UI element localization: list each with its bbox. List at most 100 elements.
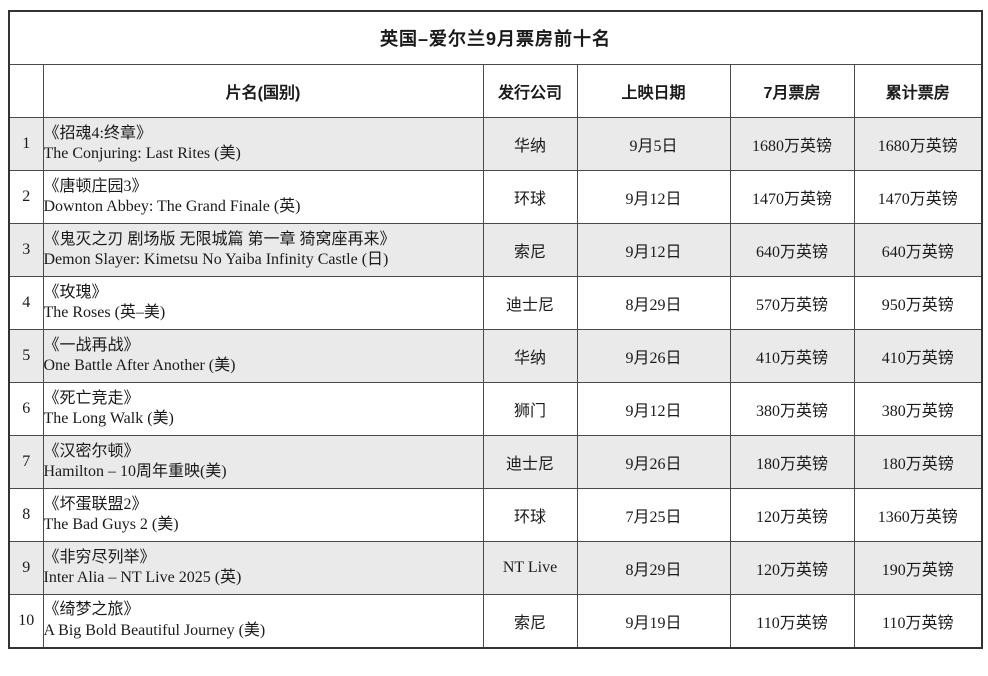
- title-cell: 《死亡竞走》 The Long Walk (美): [42, 382, 484, 436]
- title-cell: 《绮梦之旅》 A Big Bold Beautiful Journey (美): [42, 594, 484, 648]
- table-row: 9 《非穷尽列举》 Inter Alia – NT Live 2025 (英) …: [8, 541, 983, 595]
- monthly-gross-cell: 1470万英镑: [729, 170, 855, 224]
- rank-cell: 2: [8, 170, 44, 224]
- table-row: 2 《唐顿庄园3》 Downton Abbey: The Grand Final…: [8, 170, 983, 224]
- table-row: 6 《死亡竞走》 The Long Walk (美) 狮门 9月12日 380万…: [8, 382, 983, 436]
- cumulative-gross-cell: 950万英镑: [853, 276, 983, 330]
- column-header-rank: [8, 64, 44, 118]
- movie-title-cn: 《招魂4:终章》: [43, 124, 152, 142]
- rank-cell: 6: [8, 382, 44, 436]
- table-row: 8 《坏蛋联盟2》 The Bad Guys 2 (美) 环球 7月25日 12…: [8, 488, 983, 542]
- box-office-table: 英国–爱尔兰9月票房前十名 片名(国别) 发行公司 上映日期 7月票房 累计票房…: [8, 10, 984, 649]
- table-row: 5 《一战再战》 One Battle After Another (美) 华纳…: [8, 329, 983, 383]
- movie-title-en: A Big Bold Beautiful Journey (美): [43, 621, 266, 639]
- movie-title-en: The Roses (英–美): [43, 304, 166, 321]
- movie-title-en: Hamilton – 10周年重映(美): [43, 463, 227, 480]
- table-header-row: 片名(国别) 发行公司 上映日期 7月票房 累计票房: [8, 64, 983, 118]
- title-cell: 《一战再战》 One Battle After Another (美): [42, 329, 484, 383]
- monthly-gross-cell: 410万英镑: [729, 329, 855, 383]
- column-header-month-gross: 7月票房: [729, 64, 855, 118]
- title-cell: 《玫瑰》 The Roses (英–美): [42, 276, 484, 330]
- distributor-cell: 狮门: [482, 382, 578, 436]
- rank-cell: 4: [8, 276, 44, 330]
- release-date-cell: 9月12日: [576, 382, 731, 436]
- distributor-cell: 迪士尼: [482, 276, 578, 330]
- release-date-cell: 9月5日: [576, 117, 731, 171]
- movie-title-en: Downton Abbey: The Grand Finale (英): [43, 198, 301, 215]
- cumulative-gross-cell: 180万英镑: [853, 435, 983, 489]
- movie-title-cn: 《坏蛋联盟2》: [43, 495, 148, 513]
- movie-title-cn: 《唐顿庄园3》: [43, 177, 148, 195]
- table-row: 3 《鬼灭之刃 剧场版 无限城篇 第一章 猗窝座再来》 Demon Slayer…: [8, 223, 983, 277]
- cumulative-gross-cell: 190万英镑: [853, 541, 983, 595]
- distributor-cell: 环球: [482, 488, 578, 542]
- cumulative-gross-cell: 1360万英镑: [853, 488, 983, 542]
- monthly-gross-cell: 120万英镑: [729, 488, 855, 542]
- monthly-gross-cell: 120万英镑: [729, 541, 855, 595]
- monthly-gross-cell: 570万英镑: [729, 276, 855, 330]
- release-date-cell: 7月25日: [576, 488, 731, 542]
- cumulative-gross-cell: 640万英镑: [853, 223, 983, 277]
- distributor-cell: 华纳: [482, 117, 578, 171]
- monthly-gross-cell: 110万英镑: [729, 594, 855, 648]
- cumulative-gross-cell: 110万英镑: [853, 594, 983, 648]
- title-cell: 《鬼灭之刃 剧场版 无限城篇 第一章 猗窝座再来》 Demon Slayer: …: [42, 223, 484, 277]
- cumulative-gross-cell: 410万英镑: [853, 329, 983, 383]
- movie-title-cn: 《玫瑰》: [43, 283, 108, 301]
- movie-title-en: One Battle After Another (美): [43, 357, 236, 374]
- distributor-cell: 迪士尼: [482, 435, 578, 489]
- movie-title-en: Demon Slayer: Kimetsu No Yaiba Infinity …: [43, 251, 389, 268]
- rank-cell: 3: [8, 223, 44, 277]
- movie-title-en: The Conjuring: Last Rites (美): [43, 145, 241, 162]
- release-date-cell: 9月12日: [576, 170, 731, 224]
- table-row: 4 《玫瑰》 The Roses (英–美) 迪士尼 8月29日 570万英镑 …: [8, 276, 983, 330]
- column-header-cumulative-gross: 累计票房: [853, 64, 983, 118]
- distributor-cell: 索尼: [482, 594, 578, 648]
- title-cell: 《非穷尽列举》 Inter Alia – NT Live 2025 (英): [42, 541, 484, 595]
- movie-title-cn: 《鬼灭之刃 剧场版 无限城篇 第一章 猗窝座再来》: [43, 230, 396, 248]
- rank-cell: 10: [8, 594, 44, 648]
- cumulative-gross-cell: 1470万英镑: [853, 170, 983, 224]
- rank-cell: 7: [8, 435, 44, 489]
- title-cell: 《汉密尔顿》 Hamilton – 10周年重映(美): [42, 435, 484, 489]
- release-date-cell: 8月29日: [576, 541, 731, 595]
- column-header-distributor: 发行公司: [482, 64, 578, 118]
- rank-cell: 1: [8, 117, 44, 171]
- distributor-cell: 环球: [482, 170, 578, 224]
- title-cell: 《招魂4:终章》 The Conjuring: Last Rites (美): [42, 117, 484, 171]
- title-cell: 《唐顿庄园3》 Downton Abbey: The Grand Finale …: [42, 170, 484, 224]
- table-row: 10 《绮梦之旅》 A Big Bold Beautiful Journey (…: [8, 594, 983, 648]
- distributor-cell: 索尼: [482, 223, 578, 277]
- title-cell: 《坏蛋联盟2》 The Bad Guys 2 (美): [42, 488, 484, 542]
- distributor-cell: 华纳: [482, 329, 578, 383]
- table-title: 英国–爱尔兰9月票房前十名: [8, 10, 983, 65]
- cumulative-gross-cell: 380万英镑: [853, 382, 983, 436]
- column-header-release-date: 上映日期: [576, 64, 731, 118]
- release-date-cell: 9月26日: [576, 329, 731, 383]
- rank-cell: 9: [8, 541, 44, 595]
- movie-title-cn: 《非穷尽列举》: [43, 548, 156, 566]
- movie-title-en: The Bad Guys 2 (美): [43, 516, 179, 533]
- movie-title-cn: 《绮梦之旅》: [43, 601, 140, 619]
- movie-title-en: The Long Walk (美): [43, 410, 174, 427]
- rank-cell: 8: [8, 488, 44, 542]
- column-header-title: 片名(国别): [42, 64, 484, 118]
- release-date-cell: 9月12日: [576, 223, 731, 277]
- movie-title-cn: 《死亡竞走》: [43, 389, 140, 407]
- release-date-cell: 9月19日: [576, 594, 731, 648]
- table-row: 7 《汉密尔顿》 Hamilton – 10周年重映(美) 迪士尼 9月26日 …: [8, 435, 983, 489]
- rank-cell: 5: [8, 329, 44, 383]
- release-date-cell: 8月29日: [576, 276, 731, 330]
- table-title-row: 英国–爱尔兰9月票房前十名: [8, 10, 983, 65]
- distributor-cell: NT Live: [482, 541, 578, 595]
- monthly-gross-cell: 640万英镑: [729, 223, 855, 277]
- movie-title-en: Inter Alia – NT Live 2025 (英): [43, 569, 242, 586]
- monthly-gross-cell: 180万英镑: [729, 435, 855, 489]
- monthly-gross-cell: 380万英镑: [729, 382, 855, 436]
- movie-title-cn: 《汉密尔顿》: [43, 442, 140, 460]
- table-row: 1 《招魂4:终章》 The Conjuring: Last Rites (美)…: [8, 117, 983, 171]
- movie-title-cn: 《一战再战》: [43, 336, 140, 354]
- release-date-cell: 9月26日: [576, 435, 731, 489]
- cumulative-gross-cell: 1680万英镑: [853, 117, 983, 171]
- monthly-gross-cell: 1680万英镑: [729, 117, 855, 171]
